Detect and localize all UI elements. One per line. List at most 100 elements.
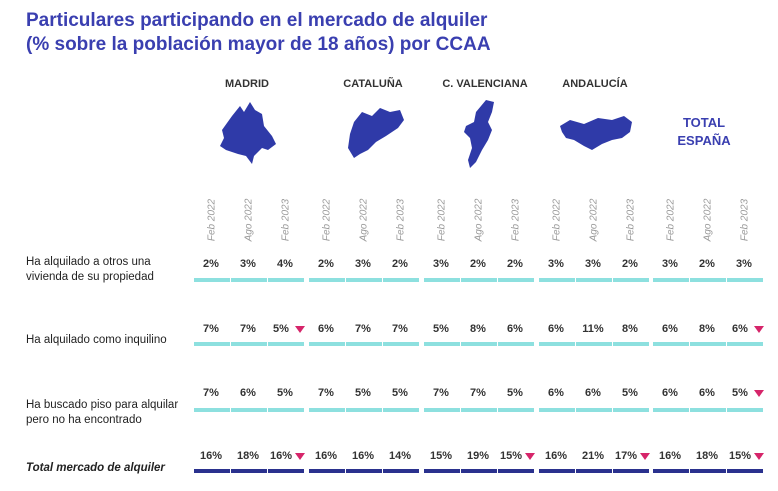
value-andalucia-ago-2022-row2: 11%: [582, 323, 604, 335]
period-label-text: Feb 2023: [510, 198, 522, 242]
value-total-espana-feb-2022-row2: 6%: [662, 323, 678, 335]
period-label-text: Feb 2022: [665, 198, 677, 242]
row-underline-bar: [231, 278, 267, 282]
down-triangle-icon: [754, 453, 764, 460]
value-andalucia-feb-2023-row1: 2%: [622, 258, 638, 270]
chart-title-line1: Particulares participando en el mercado …: [26, 10, 488, 31]
row-underline-bar: [539, 342, 575, 346]
down-triangle-icon: [754, 326, 764, 333]
row-underline-bar: [231, 408, 267, 412]
value-andalucia-feb-2023-row4: 17%: [614, 450, 638, 462]
row-underline-bar: [461, 342, 497, 346]
row-underline-bar: [498, 469, 534, 473]
value-total-espana-feb-2022-row1: 3%: [662, 258, 678, 270]
value-andalucia-feb-2022-row2: 6%: [548, 323, 564, 335]
row-underline-bar: [346, 342, 382, 346]
value-cataluna-feb-2022-row3: 7%: [318, 387, 334, 399]
value-madrid-ago-2022-row1: 3%: [240, 258, 256, 270]
row-underline-bar: [461, 469, 497, 473]
value-cataluna-feb-2022-row2: 6%: [318, 323, 334, 335]
period-label-text: Feb 2022: [551, 198, 563, 242]
row-underline-bar: [539, 469, 575, 473]
cataluna-map-icon: [348, 108, 404, 158]
row-underline-bar: [346, 278, 382, 282]
period-label-total-espana-feb-2022: Feb 2022: [661, 192, 681, 248]
region-name-valencia: C. VALENCIANA: [442, 78, 528, 90]
value-cataluna-ago-2022-row3: 5%: [355, 387, 371, 399]
row-underline-bar: [268, 342, 304, 346]
value-total-espana-feb-2023-row1: 3%: [736, 258, 752, 270]
value-andalucia-ago-2022-row4: 21%: [581, 450, 605, 462]
value-c-valenciana-feb-2022-row3: 7%: [433, 387, 449, 399]
row-underline-bar: [268, 469, 304, 473]
row-underline-bar: [727, 278, 763, 282]
row-underline-bar: [576, 278, 612, 282]
value-c-valenciana-ago-2022-row4: 19%: [466, 450, 490, 462]
value-andalucia-feb-2022-row4: 16%: [544, 450, 568, 462]
row-underline-bar: [653, 342, 689, 346]
row-underline-bar: [346, 408, 382, 412]
total-espana-label: TOTAL ESPAÑA: [654, 114, 754, 150]
value-cataluna-feb-2023-row2: 7%: [392, 323, 408, 335]
row-underline-bar: [690, 469, 726, 473]
period-label-text: Ago 2022: [588, 198, 600, 242]
value-cataluna-ago-2022-row2: 7%: [355, 323, 371, 335]
row-underline-bar: [461, 408, 497, 412]
row-underline-bar: [424, 408, 460, 412]
value-madrid-feb-2023-row1: 4%: [277, 258, 293, 270]
row-underline-bar: [309, 342, 345, 346]
region-name-andalucia: ANDALUCÍA: [562, 78, 628, 90]
madrid-map-icon: [220, 102, 276, 164]
row-underline-bar: [268, 408, 304, 412]
row-underline-bar: [383, 408, 419, 412]
row-underline-bar: [498, 342, 534, 346]
value-cataluna-feb-2023-row4: 14%: [388, 450, 412, 462]
row-underline-bar: [498, 408, 534, 412]
row-label-propietario: Ha alquilado a otros una vivienda de su …: [26, 255, 154, 285]
row-label-buscado: Ha buscado piso para alquilar pero no ha…: [26, 398, 178, 428]
period-label-text: Feb 2023: [739, 198, 751, 242]
period-label-c-valenciana-feb-2022: Feb 2022: [432, 192, 452, 248]
row-underline-bar: [231, 469, 267, 473]
value-madrid-feb-2023-row2: 5%: [273, 323, 289, 335]
value-madrid-feb-2022-row2: 7%: [203, 323, 219, 335]
period-label-madrid-ago-2022: Ago 2022: [239, 192, 259, 248]
row-underline-bar: [383, 342, 419, 346]
value-andalucia-feb-2023-row2: 8%: [622, 323, 638, 335]
total-espana-line1: TOTAL: [682, 115, 726, 130]
period-label-text: Feb 2022: [321, 198, 333, 242]
region-name-madrid: MADRID: [225, 78, 269, 90]
row-underline-bar: [613, 342, 649, 346]
value-madrid-ago-2022-row4: 18%: [236, 450, 260, 462]
value-c-valenciana-feb-2023-row4: 15%: [499, 450, 523, 462]
period-label-text: Ago 2022: [358, 198, 370, 242]
value-total-espana-feb-2022-row3: 6%: [662, 387, 678, 399]
row-underline-bar: [576, 408, 612, 412]
value-andalucia-ago-2022-row1: 3%: [585, 258, 601, 270]
value-madrid-feb-2023-row4: 16%: [269, 450, 293, 462]
chart-title: Particulares participando en el mercado …: [26, 9, 766, 57]
row-underline-bar: [194, 408, 230, 412]
row-underline-bar: [613, 408, 649, 412]
period-label-total-espana-ago-2022: Ago 2022: [698, 192, 718, 248]
row-underline-bar: [194, 278, 230, 282]
value-total-espana-ago-2022-row2: 8%: [699, 323, 715, 335]
value-madrid-feb-2022-row1: 2%: [203, 258, 219, 270]
value-cataluna-ago-2022-row1: 3%: [355, 258, 371, 270]
value-cataluna-feb-2023-row3: 5%: [392, 387, 408, 399]
period-label-text: Feb 2022: [206, 198, 218, 242]
value-c-valenciana-feb-2022-row1: 3%: [433, 258, 449, 270]
row-underline-bar: [653, 408, 689, 412]
period-label-c-valenciana-feb-2023: Feb 2023: [506, 192, 526, 248]
andalucia-map-icon: [560, 116, 632, 150]
row-underline-bar: [231, 342, 267, 346]
total-espana-line2: ESPAÑA: [677, 133, 731, 148]
row-underline-bar: [613, 469, 649, 473]
value-c-valenciana-feb-2022-row4: 15%: [429, 450, 453, 462]
value-madrid-ago-2022-row2: 7%: [240, 323, 256, 335]
period-label-andalucia-ago-2022: Ago 2022: [584, 192, 604, 248]
period-label-c-valenciana-ago-2022: Ago 2022: [469, 192, 489, 248]
period-label-text: Feb 2022: [436, 198, 448, 242]
row-underline-bar: [383, 278, 419, 282]
chart-title-line2: (% sobre la población mayor de 18 años) …: [26, 34, 491, 55]
